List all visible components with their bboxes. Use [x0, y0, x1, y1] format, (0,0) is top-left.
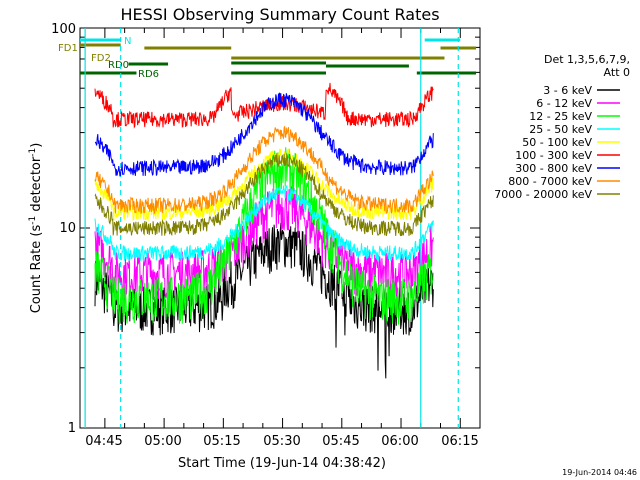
y-tick-label-100: 100	[51, 22, 76, 37]
x-tick-label-0500: 05:00	[144, 434, 181, 449]
x-tick-label-0545: 05:45	[322, 434, 359, 449]
flag-label-n: N	[124, 36, 131, 47]
legend-label: 300 - 800 keV	[515, 162, 592, 175]
x-tick-label-0530: 05:30	[263, 434, 300, 449]
y-tick-label-1: 1	[68, 421, 76, 436]
legend-label: 7000 - 20000 keV	[494, 188, 592, 201]
legend-label: 25 - 50 keV	[529, 123, 592, 136]
y-tick-label-10: 10	[59, 221, 76, 236]
x-tick-label-0515: 05:15	[203, 434, 240, 449]
legend-label: 50 - 100 keV	[522, 136, 592, 149]
legend-label: 3 - 6 keV	[543, 84, 592, 97]
legend-label: 12 - 25 keV	[529, 110, 592, 123]
series-line-25-50-kev	[94, 184, 434, 263]
legend-header-attenuator: Att 0	[604, 66, 630, 79]
series-line-50-100-kev	[94, 148, 434, 222]
legend-label: 100 - 300 keV	[515, 149, 592, 162]
series-lines	[94, 82, 434, 379]
x-tick-label-0600: 06:00	[381, 434, 418, 449]
x-tick-label-0445: 04:45	[85, 434, 122, 449]
flag-label-fd1: FD1	[58, 43, 78, 54]
legend-label: 800 - 7000 keV	[508, 175, 592, 188]
series-line-7000-20000-kev	[94, 153, 434, 237]
y-axis-label: Count Rate (s-1 detector-1)	[28, 143, 44, 314]
flag-bars	[80, 28, 477, 428]
chart-title: HESSI Observing Summary Count Rates	[120, 5, 439, 24]
legend-label: 6 - 12 keV	[536, 97, 592, 110]
axis-ticks	[80, 28, 480, 429]
flag-label-rd6: RD6	[138, 69, 159, 80]
series-line-3-6-kev	[94, 222, 434, 379]
legend-header-detectors: Det 1,3,5,6,7,9,	[544, 53, 630, 66]
flag-label-rd0: RD0	[108, 60, 129, 71]
timestamp: 19-Jun-2014 04:46	[562, 468, 637, 477]
flag-label-fd2: FD2	[91, 53, 111, 64]
series-line-6-12-kev	[94, 185, 434, 301]
series-line-300-800-kev	[94, 92, 434, 177]
x-axis-label: Start Time (19-Jun-14 04:38:42)	[178, 456, 386, 471]
series-line-800-7000-kev	[94, 126, 434, 215]
x-tick-label-0615: 06:15	[441, 434, 478, 449]
